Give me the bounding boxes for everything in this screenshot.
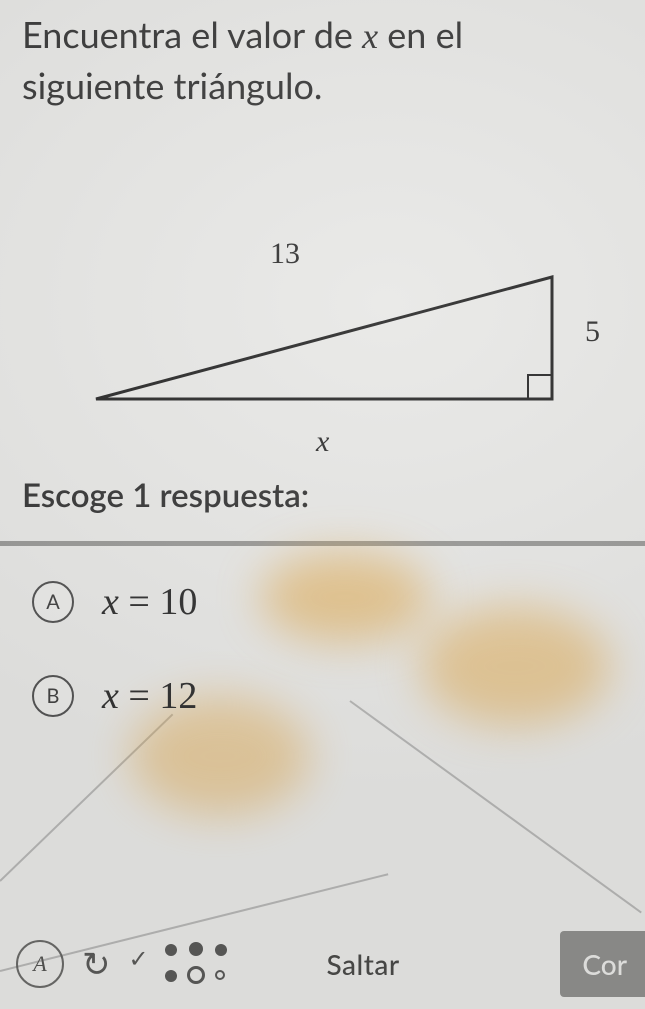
answer-prompt: Escoge 1 respuesta: xyxy=(0,475,645,515)
option-rhs: 10 xyxy=(159,581,197,623)
triangle-svg xyxy=(0,109,645,469)
option-rhs: 12 xyxy=(159,675,197,717)
option-lhs: x xyxy=(102,581,119,623)
right-angle-marker xyxy=(528,375,552,399)
screen-crease xyxy=(0,714,173,882)
check-answer-button[interactable]: Cor xyxy=(560,931,645,997)
option-equation: x = 10 xyxy=(102,580,197,624)
dot-icon xyxy=(189,942,203,956)
dot-icon xyxy=(165,970,177,982)
answers-area: A x = 10 B x = 12 xyxy=(0,546,645,734)
triangle-figure: 13 5 x xyxy=(0,109,645,469)
question-line1-pre: Encuentra el valor de xyxy=(22,12,362,56)
dot-icon xyxy=(215,944,227,956)
base-side-label: x xyxy=(316,425,329,459)
option-equation: x = 12 xyxy=(102,674,197,718)
option-badge: B xyxy=(32,675,74,717)
dot-cluster-icon: ✓ xyxy=(129,938,249,990)
question-line2: siguiente triángulo. xyxy=(22,63,322,107)
bottom-toolbar: A ↻ ✓ Saltar Cor xyxy=(0,919,645,1009)
equals-sign: = xyxy=(128,675,159,717)
answer-option-b[interactable]: B x = 12 xyxy=(22,658,623,734)
ring-icon xyxy=(215,970,225,980)
vertical-side-label: 5 xyxy=(585,315,600,349)
ring-icon xyxy=(187,966,205,984)
hypotenuse-label: 13 xyxy=(270,237,300,271)
skip-button[interactable]: Saltar xyxy=(327,947,400,981)
check-icon: ✓ xyxy=(129,944,149,973)
dot-icon xyxy=(165,944,177,956)
pencil-badge-letter: A xyxy=(33,951,46,977)
option-badge: A xyxy=(32,581,74,623)
triangle-shape xyxy=(96,277,552,399)
equals-sign: = xyxy=(128,581,159,623)
question-text: Encuentra el valor de x en el siguiente … xyxy=(0,0,645,109)
question-variable: x xyxy=(362,16,378,56)
option-lhs: x xyxy=(102,675,119,717)
question-line1-post: en el xyxy=(378,12,463,56)
answer-option-a[interactable]: A x = 10 xyxy=(22,564,623,640)
